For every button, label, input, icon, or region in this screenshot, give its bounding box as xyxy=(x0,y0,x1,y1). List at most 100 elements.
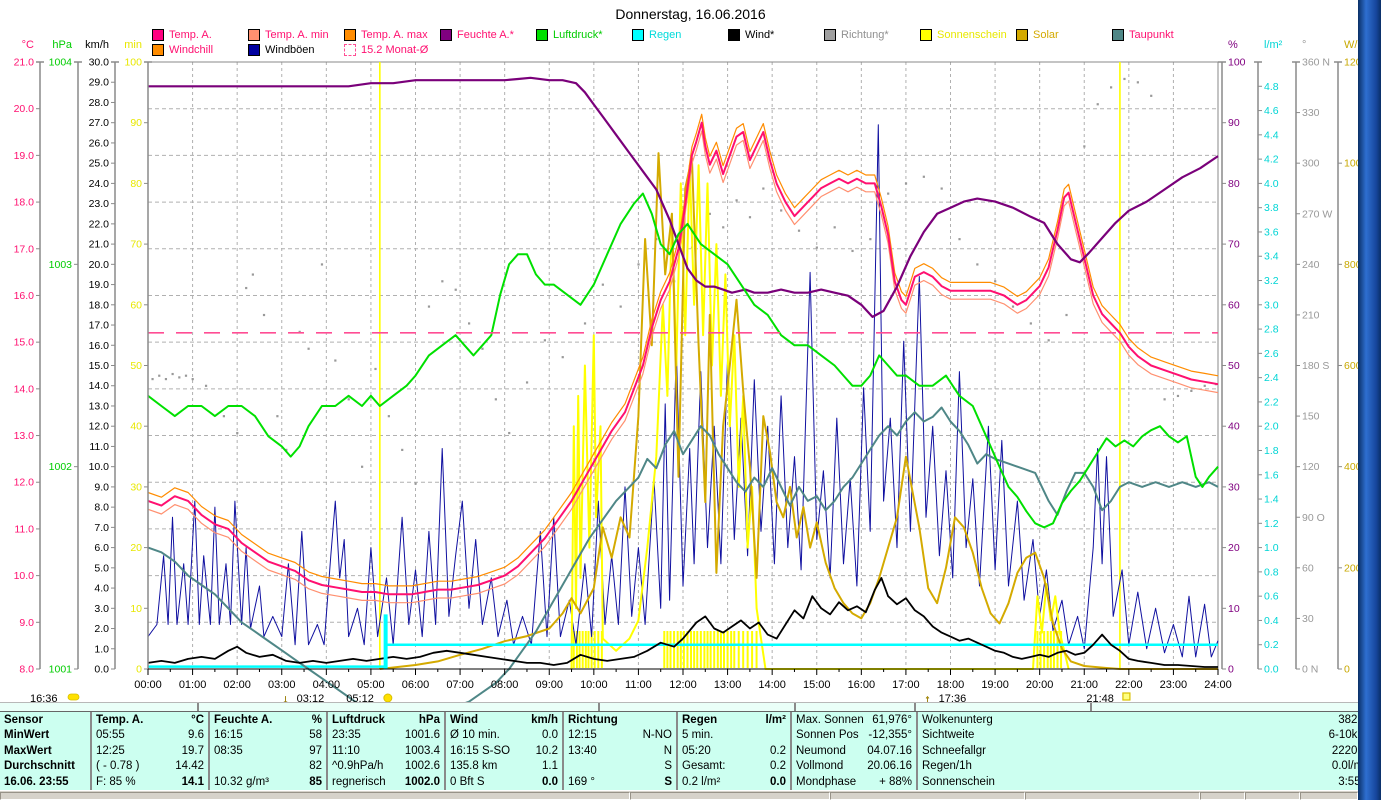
axis-tick-label-kmh: 1.0 xyxy=(94,643,109,655)
cell-label: regnerisch xyxy=(332,775,386,788)
legend-item-windchill[interactable]: Windchill xyxy=(152,44,248,56)
axis-tick-label-c: 12.0 xyxy=(14,477,35,489)
moon-up-arrow-icon: ↑ xyxy=(925,692,931,706)
column-unit: °C xyxy=(191,714,204,726)
series-richtung-dot xyxy=(204,384,208,387)
moon-down-arrow-icon: ↓ xyxy=(283,692,289,706)
series-richtung-dot xyxy=(940,187,943,190)
cell-label xyxy=(214,759,220,774)
cell-label: 135.8 km xyxy=(450,760,498,773)
legend-item-temp-a-min[interactable]: Temp. A. min xyxy=(248,29,344,41)
axis-tick-label-min: 40 xyxy=(130,421,142,433)
axis-tick-label-kmh: 4.0 xyxy=(94,583,109,595)
legend-item-sonnenschein[interactable]: Sonnenschein xyxy=(920,29,1016,41)
axis-tick-label-kmh: 29.0 xyxy=(89,77,110,89)
table-row: 0.2 l/m² 0.0 xyxy=(682,775,786,790)
series-richtung-dot xyxy=(958,238,961,241)
cell-label: Max. Sonnen xyxy=(796,714,864,726)
legend-item-taupunkt[interactable]: Taupunkt xyxy=(1112,29,1208,41)
column-unit: km/h xyxy=(531,714,558,726)
axis-tick-label-kmh: 22.0 xyxy=(89,218,110,230)
series-richtung-dot xyxy=(184,374,188,377)
cell-label: Mondphase xyxy=(796,775,857,788)
legend-item-richtung-[interactable]: Richtung* xyxy=(824,29,920,41)
cell-label: 11:10 xyxy=(332,744,360,757)
axis-tick-label-min: 0 xyxy=(136,664,142,676)
cell-label: 23:35 xyxy=(332,729,361,742)
axis-tick-label-kmh: 10.0 xyxy=(89,461,110,473)
axis-tick-label-deg: 270 W xyxy=(1302,208,1332,220)
chart-legend: Temp. A. Temp. A. min Temp. A. max Feuchte … xyxy=(152,28,1332,58)
legend-item-solar[interactable]: Solar xyxy=(1016,29,1112,41)
table-row: 05:55 9.6 xyxy=(96,728,204,743)
legend-item-feuchte-a-[interactable]: Feuchte A.* xyxy=(440,29,536,41)
axis-tick-label-hpa: 1001 xyxy=(49,664,73,676)
axis-unit-hpa: hPa xyxy=(52,39,72,51)
table-row: 0 Bft S 0.0 xyxy=(450,775,558,790)
axis-tick-label-kmh: 15.0 xyxy=(89,360,110,372)
series-richtung-dot xyxy=(320,263,324,266)
axis-tick-label-deg: 180 S xyxy=(1302,360,1329,372)
axis-tick-label-lm2: 1.4 xyxy=(1264,494,1279,506)
legend-item-temp-a-[interactable]: Temp. A. xyxy=(152,29,248,41)
axis-tick-label-kmh: 28.0 xyxy=(89,97,110,109)
legend-item-luftdruck-[interactable]: Luftdruck* xyxy=(536,29,632,41)
axis-tick-label-lm2: 3.8 xyxy=(1264,202,1279,214)
series-temp-max xyxy=(147,113,1219,587)
legend-swatch-icon xyxy=(728,29,740,41)
statusbar-segment xyxy=(1300,792,1358,800)
table-row: 05:20 0.2 xyxy=(682,744,786,759)
series-richtung-dot xyxy=(414,482,417,485)
sensor-row-label: MinWert xyxy=(4,729,50,742)
series-richtung-dot xyxy=(780,209,783,212)
legend-item-wind-[interactable]: Wind* xyxy=(728,29,824,41)
axis-tick-label-lm2: 4.0 xyxy=(1264,178,1279,190)
axis-tick-label-lm2: 1.0 xyxy=(1264,542,1279,554)
axis-tick-label-lm2: 2.4 xyxy=(1264,372,1279,384)
axis-tick-label-lm2: 3.0 xyxy=(1264,299,1279,311)
legend-swatch-icon xyxy=(920,29,932,41)
strip-mark xyxy=(197,703,199,712)
cell-label: Sonnen Pos xyxy=(796,729,859,742)
series-windboeen xyxy=(147,124,1219,658)
legend-swatch-icon xyxy=(248,29,260,41)
axis-tick-label-kmh: 20.0 xyxy=(89,259,110,271)
table-header-row: Regen l/m² xyxy=(682,713,786,728)
series-richtung-dot xyxy=(1110,86,1113,89)
cell-value: 0.2 xyxy=(770,760,786,773)
axis-tick-label-kmh: 27.0 xyxy=(89,117,110,129)
cell-value: 14.1 xyxy=(181,775,204,788)
axis-tick-label-c: 20.0 xyxy=(14,103,35,115)
table-col-regen: Regen l/m² 5 min. 05:20 0.2 Gesamt: 0.2 0.2 l/m… xyxy=(678,712,792,791)
statusbar-segment xyxy=(830,792,1025,800)
cell-value: -12,355° xyxy=(868,729,912,742)
legend-item-15-2-monat-[interactable]: 15.2 Monat-Ø xyxy=(344,44,440,56)
series-richtung-dot xyxy=(976,263,979,266)
legend-item-regen[interactable]: Regen xyxy=(632,29,728,41)
table-row: Sensor xyxy=(4,713,86,728)
column-header: Temp. A. xyxy=(96,714,144,726)
axis-tick-label-lm2: 0.0 xyxy=(1264,664,1279,676)
series-richtung-dot xyxy=(1065,313,1068,317)
table-row: Durchschnitt xyxy=(4,759,86,774)
sensor-row-label: Durchschnitt xyxy=(4,760,75,773)
cell-value: 20.06.16 xyxy=(867,760,912,773)
series-richtung-dot xyxy=(869,238,872,241)
legend-item-windb-en[interactable]: Windböen xyxy=(248,44,344,56)
series-richtung-dot xyxy=(178,376,181,379)
series-richtung-dot xyxy=(561,356,564,359)
cell-value: 1003.4 xyxy=(404,744,440,757)
axis-tick-label-deg: 120 xyxy=(1302,461,1320,473)
column-unit: l/m² xyxy=(765,714,786,726)
axis-tick-label-lm2: 2.6 xyxy=(1264,348,1279,360)
series-richtung-dot xyxy=(583,322,587,325)
legend-swatch-icon xyxy=(248,44,260,56)
table-col-temp: Temp. A. °C 05:55 9.6 12:25 19.7 ( - 0.78 ) 14.… xyxy=(92,712,210,791)
cell-value: 0.2 xyxy=(770,744,786,757)
legend-item-temp-a-max[interactable]: Temp. A. max xyxy=(344,29,440,41)
table-row: 82 xyxy=(214,759,322,774)
cell-value: N-NO xyxy=(642,729,672,742)
x-tick-label: 15:00 xyxy=(803,679,831,691)
legend-swatch-icon xyxy=(344,44,356,56)
